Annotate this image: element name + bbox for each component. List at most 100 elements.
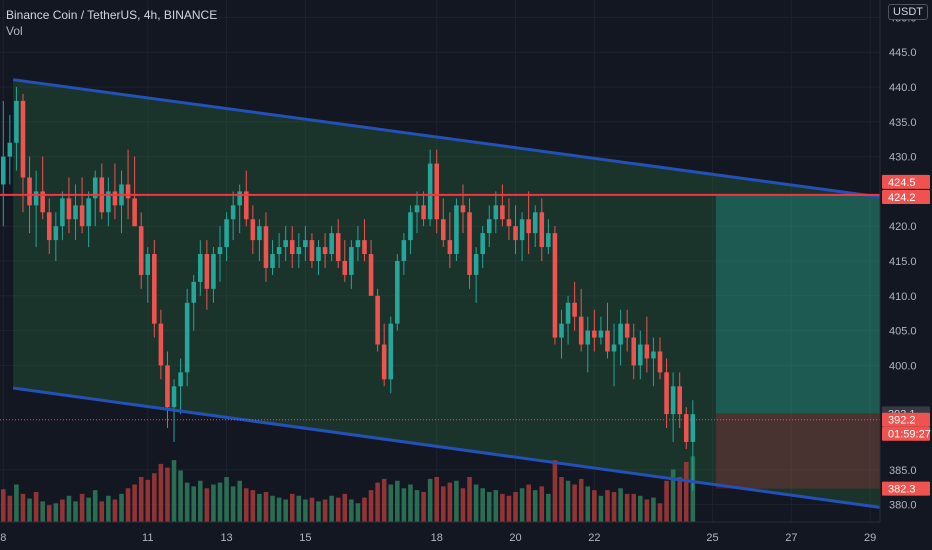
- candle[interactable]: [651, 351, 656, 359]
- candle[interactable]: [92, 177, 98, 199]
- candle[interactable]: [441, 219, 446, 241]
- candle[interactable]: [592, 330, 597, 338]
- candle[interactable]: [138, 226, 144, 275]
- candle[interactable]: [670, 386, 676, 415]
- candle[interactable]: [303, 240, 308, 248]
- candle[interactable]: [421, 205, 426, 220]
- candle[interactable]: [598, 330, 604, 338]
- candle[interactable]: [355, 240, 361, 248]
- candle[interactable]: [112, 191, 118, 206]
- candle[interactable]: [40, 191, 45, 213]
- candle[interactable]: [454, 205, 459, 255]
- stop-zone[interactable]: [715, 413, 880, 489]
- candle[interactable]: [73, 205, 78, 220]
- candle[interactable]: [230, 205, 236, 220]
- symbol-title[interactable]: Binance Coin / TetherUS, 4h, BINANCE: [6, 8, 218, 22]
- candle[interactable]: [473, 254, 479, 275]
- candle[interactable]: [79, 205, 85, 227]
- candle[interactable]: [257, 226, 262, 241]
- candle[interactable]: [624, 323, 630, 338]
- candle[interactable]: [526, 219, 531, 234]
- candle[interactable]: [578, 316, 584, 345]
- candle[interactable]: [289, 240, 295, 255]
- candle[interactable]: [414, 205, 420, 213]
- candle[interactable]: [493, 205, 499, 220]
- candle[interactable]: [20, 100, 26, 178]
- candle[interactable]: [565, 302, 571, 324]
- channel-upper-line[interactable]: [12, 78, 881, 199]
- candle[interactable]: [250, 219, 256, 241]
- candle[interactable]: [276, 247, 282, 255]
- candle[interactable]: [585, 330, 591, 345]
- candle[interactable]: [60, 198, 65, 227]
- price-axis[interactable]: [880, 0, 932, 550]
- candle[interactable]: [605, 330, 610, 352]
- candle[interactable]: [368, 254, 374, 296]
- candle[interactable]: [309, 240, 315, 261]
- candle[interactable]: [519, 219, 525, 241]
- candle[interactable]: [237, 191, 242, 206]
- candle[interactable]: [33, 191, 39, 206]
- candle[interactable]: [14, 100, 19, 143]
- candle[interactable]: [559, 323, 564, 338]
- candle[interactable]: [664, 372, 669, 415]
- candle[interactable]: [165, 365, 170, 408]
- candle[interactable]: [270, 254, 275, 268]
- candle[interactable]: [204, 254, 210, 289]
- volume-indicator-label[interactable]: Vol: [6, 24, 23, 38]
- candle[interactable]: [434, 163, 439, 220]
- candle[interactable]: [657, 351, 663, 373]
- candle[interactable]: [158, 323, 164, 366]
- candle[interactable]: [644, 344, 650, 359]
- candle[interactable]: [638, 344, 643, 366]
- candle[interactable]: [631, 337, 637, 366]
- candle[interactable]: [375, 295, 380, 345]
- candle[interactable]: [408, 212, 413, 241]
- candle[interactable]: [178, 372, 183, 387]
- candle[interactable]: [335, 233, 341, 261]
- candle[interactable]: [46, 212, 52, 241]
- candle[interactable]: [283, 240, 288, 248]
- candle[interactable]: [86, 198, 91, 227]
- candle[interactable]: [322, 247, 328, 255]
- candle[interactable]: [539, 212, 545, 248]
- candle[interactable]: [263, 226, 269, 268]
- channel-lower-line[interactable]: [12, 386, 881, 509]
- candle[interactable]: [546, 233, 551, 248]
- candle[interactable]: [296, 247, 302, 255]
- candle[interactable]: [480, 233, 485, 255]
- candle[interactable]: [486, 219, 492, 234]
- candle[interactable]: [211, 254, 216, 289]
- candle[interactable]: [532, 212, 538, 234]
- candle[interactable]: [690, 414, 696, 442]
- candle[interactable]: [329, 233, 334, 255]
- candle[interactable]: [53, 226, 59, 241]
- target-zone[interactable]: [715, 194, 880, 414]
- time-axis[interactable]: [0, 522, 932, 550]
- candle[interactable]: [506, 219, 512, 227]
- candle[interactable]: [106, 191, 111, 213]
- candle[interactable]: [171, 386, 177, 408]
- candle[interactable]: [388, 323, 394, 380]
- candle[interactable]: [132, 198, 137, 227]
- candle[interactable]: [145, 254, 151, 275]
- candle[interactable]: [467, 212, 472, 275]
- candle[interactable]: [125, 184, 131, 199]
- candle[interactable]: [224, 219, 229, 248]
- currency-badge[interactable]: USDT: [888, 4, 928, 20]
- candle[interactable]: [683, 414, 689, 442]
- candle[interactable]: [1, 156, 6, 185]
- candle[interactable]: [27, 177, 32, 206]
- candle[interactable]: [572, 302, 577, 317]
- candle[interactable]: [184, 302, 190, 373]
- candle[interactable]: [7, 142, 13, 157]
- candle[interactable]: [316, 247, 321, 261]
- candle[interactable]: [611, 344, 617, 352]
- candle[interactable]: [152, 254, 157, 324]
- candle[interactable]: [243, 191, 249, 220]
- candle[interactable]: [191, 281, 197, 303]
- candle[interactable]: [66, 198, 72, 220]
- candle[interactable]: [198, 254, 203, 282]
- candle[interactable]: [618, 323, 623, 345]
